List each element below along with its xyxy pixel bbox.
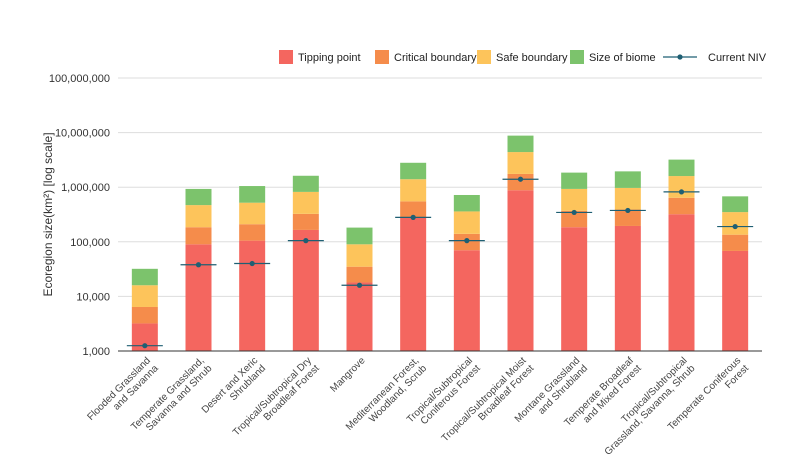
bars (131, 135, 749, 351)
niv-marker-point (678, 189, 685, 195)
legend-swatch (279, 50, 293, 64)
bar-tipping-point (239, 240, 266, 351)
bar-size-of-biome (346, 227, 373, 245)
bar-safe-boundary (722, 212, 749, 235)
y-tick-label: 1,000 (82, 346, 110, 358)
x-tick-label: Mangrove (328, 355, 368, 395)
bar-safe-boundary (668, 176, 695, 198)
bar-size-of-biome (292, 175, 319, 192)
legend-item-critical-boundary[interactable]: Critical boundary (375, 50, 477, 64)
bar-tipping-point (453, 250, 480, 351)
legend-swatch (375, 50, 389, 64)
niv-marker-point (464, 238, 470, 244)
bar-critical-boundary (722, 234, 749, 251)
legend-label: Size of biome (589, 52, 656, 64)
bar-critical-boundary (561, 210, 588, 228)
bar-safe-boundary (185, 205, 212, 228)
current-niv-markers (126, 176, 754, 349)
legend-item-tipping-point[interactable]: Tipping point (279, 50, 361, 64)
gridlines (118, 77, 762, 297)
bar-size-of-biome (722, 196, 749, 213)
legend-marker (677, 54, 683, 60)
niv-marker-point (517, 176, 524, 182)
bar-critical-boundary (668, 197, 695, 215)
bar-size-of-biome (453, 194, 480, 212)
niv-marker-point (303, 238, 309, 244)
niv-marker-point (142, 343, 148, 349)
bar-size-of-biome (561, 172, 588, 189)
bar-safe-boundary (507, 152, 534, 174)
niv-marker-point (249, 260, 255, 267)
bar-tipping-point (668, 214, 695, 351)
niv-marker-point (571, 209, 577, 216)
legend-swatch (570, 50, 584, 64)
bar-tipping-point (292, 229, 319, 351)
bar-critical-boundary (292, 213, 319, 230)
bar-safe-boundary (453, 211, 480, 234)
y-axis-ticks: 1,000 10,000 100,000 1,000,000 10,000,000 100… (49, 73, 110, 358)
legend-label: Safe boundary (496, 52, 568, 64)
legend-item-current-niv[interactable]: Current NIV (663, 52, 767, 64)
bar-size-of-biome (239, 186, 266, 203)
bar-critical-boundary (507, 173, 534, 191)
bar-critical-boundary (239, 224, 266, 241)
niv-marker-point (732, 223, 738, 230)
bar-safe-boundary (346, 244, 373, 267)
bar-tipping-point (346, 282, 373, 351)
niv-marker-point (195, 262, 202, 268)
legend-item-safe-boundary[interactable]: Safe boundary (477, 50, 568, 64)
y-tick-label: 10,000 (76, 291, 110, 303)
bar-critical-boundary (614, 209, 641, 226)
bar-size-of-biome (131, 268, 158, 286)
bar-safe-boundary (239, 202, 266, 225)
legend-item-size-of-biome[interactable]: Size of biome (570, 50, 656, 64)
bar-safe-boundary (400, 179, 427, 202)
y-axis-label: Ecoregion size(km²) [log scale] (41, 132, 55, 296)
bar-size-of-biome (614, 171, 641, 188)
bar-critical-boundary (346, 266, 373, 283)
legend-label: Tipping point (298, 52, 361, 64)
bar-safe-boundary (561, 188, 588, 211)
bar-size-of-biome (507, 135, 534, 153)
legend[interactable]: Tipping point Critical boundary Safe bound… (279, 50, 767, 64)
y-tick-label: 1,000,000 (61, 182, 110, 194)
bar-tipping-point (400, 217, 427, 351)
bar-safe-boundary (131, 285, 158, 307)
legend-label: Current NIV (708, 52, 767, 64)
niv-marker-point (410, 214, 416, 220)
bar-tipping-point (561, 227, 588, 351)
bar-safe-boundary (614, 187, 641, 210)
bar-size-of-biome (668, 159, 695, 177)
bar-size-of-biome (400, 162, 427, 180)
bar-critical-boundary (131, 306, 158, 324)
y-tick-label: 100,000,000 (49, 73, 110, 85)
bar-tipping-point (185, 244, 212, 351)
bar-tipping-point (722, 250, 749, 351)
legend-swatch (477, 50, 491, 64)
legend-label: Critical boundary (394, 52, 477, 64)
niv-marker-point (625, 207, 631, 214)
x-tick-label: Tropical/SubtropicalGrassland, Savanna, … (595, 355, 698, 458)
bar-critical-boundary (185, 227, 212, 245)
bar-size-of-biome (185, 188, 212, 206)
y-tick-label: 100,000 (70, 237, 110, 249)
bar-safe-boundary (292, 191, 319, 214)
y-tick-label: 10,000,000 (55, 128, 110, 140)
bar-tipping-point (507, 190, 534, 351)
bar-critical-boundary (400, 201, 427, 218)
bar-tipping-point (614, 225, 641, 351)
niv-marker-point (356, 282, 363, 288)
